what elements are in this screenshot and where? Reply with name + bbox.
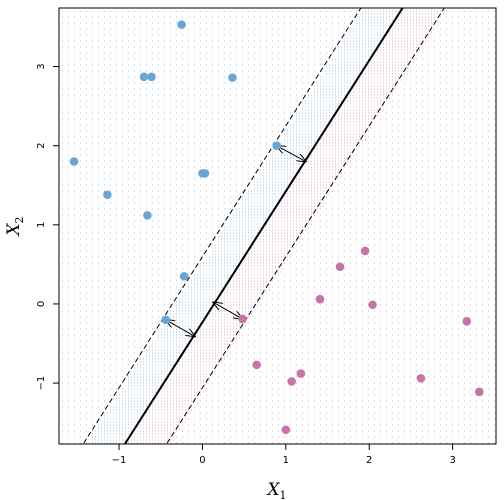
- y-tick-label: 2: [36, 142, 47, 148]
- blue-point-2: [139, 72, 149, 82]
- blue-point-4: [228, 73, 237, 82]
- blue-point-3: [147, 72, 156, 82]
- pink-point-6: [462, 317, 472, 326]
- pink-point-2: [335, 262, 345, 272]
- margin-arrow-1: [277, 146, 306, 162]
- margin-arrows: [166, 146, 306, 337]
- pink-point-4: [368, 300, 377, 310]
- blue-point-1: [177, 20, 186, 29]
- hyperplane-lines: [82, 8, 445, 444]
- blue-point-10: [143, 211, 152, 220]
- x-tick-label: 3: [449, 455, 455, 466]
- x-tick-label: −1: [112, 455, 127, 466]
- x-tick-label: 2: [366, 455, 372, 466]
- y-axis-title: X2: [4, 216, 26, 237]
- blue-point-12: [161, 315, 171, 325]
- pink-point-5: [238, 314, 247, 324]
- y-tick-label: 0: [36, 301, 47, 307]
- margin-line-blue: [82, 8, 362, 444]
- pink-point-8: [296, 369, 306, 378]
- margin-arrow-2: [166, 320, 195, 337]
- blue-region-dots: [62, 10, 399, 444]
- pink-point-9: [287, 377, 296, 386]
- pink-point-7: [252, 360, 261, 370]
- blue-margin-dots: [89, 10, 402, 444]
- pink-point-12: [281, 425, 291, 435]
- plot-frame: [58, 7, 497, 445]
- x-axis-title: X1: [265, 480, 286, 500]
- blue-point-6: [272, 141, 281, 150]
- pink-point-1: [360, 246, 370, 256]
- blue-point-5: [69, 157, 79, 166]
- pink-region-dots: [128, 10, 495, 444]
- margin-arrow-3: [213, 302, 242, 319]
- separating-hyperplane: [123, 8, 404, 444]
- x-tick-label: 0: [199, 455, 205, 466]
- decision-region-grid: [62, 10, 495, 444]
- axes: −1 0 1 2 3 −1 0 1 2 3: [36, 63, 456, 466]
- y-tick-label: 1: [36, 222, 47, 228]
- data-points: [69, 20, 484, 435]
- pink-point-10: [416, 374, 426, 383]
- pink-margin-dots: [131, 10, 444, 444]
- y-tick-label: 3: [36, 63, 47, 69]
- pink-point-11: [475, 387, 484, 397]
- blue-point-8: [200, 169, 210, 178]
- x-tick-label: 1: [283, 455, 289, 466]
- blue-point-9: [103, 190, 112, 200]
- pink-point-3: [315, 294, 325, 304]
- margin-line-pink: [165, 8, 445, 444]
- y-tick-label: −1: [36, 376, 47, 391]
- blue-point-11: [179, 271, 189, 281]
